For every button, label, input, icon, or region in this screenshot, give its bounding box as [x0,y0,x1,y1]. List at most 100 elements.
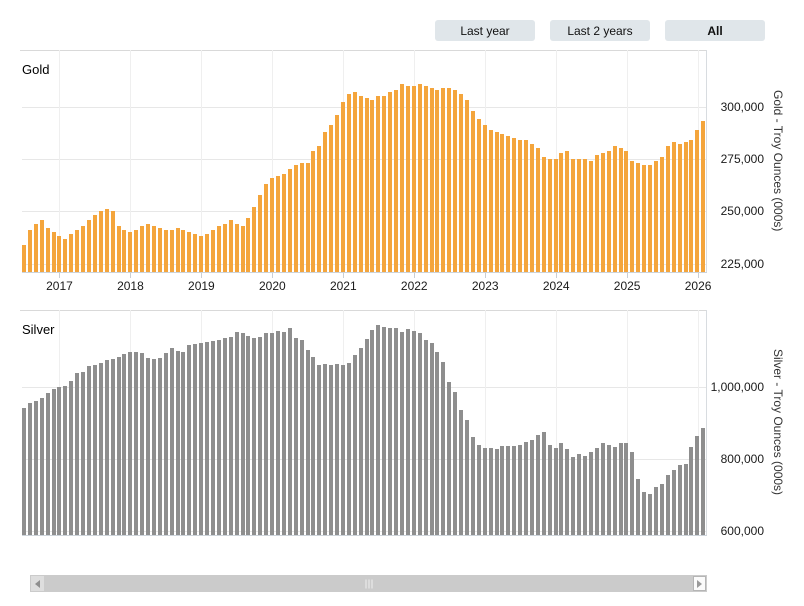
bar[interactable] [594,154,599,272]
bar[interactable] [193,344,198,535]
bar[interactable] [211,230,215,272]
bar[interactable] [618,148,623,272]
bar[interactable] [388,91,393,272]
bar[interactable] [287,169,292,272]
bar[interactable] [388,328,393,535]
bar[interactable] [92,215,97,272]
bar[interactable] [547,158,552,272]
bar[interactable] [553,158,558,272]
bar[interactable] [589,161,593,272]
bar[interactable] [140,225,145,272]
bar[interactable] [352,91,357,272]
bar[interactable] [128,352,133,535]
chart-plot-area[interactable] [22,310,707,535]
bar[interactable] [447,87,452,272]
bar[interactable] [459,93,464,272]
bar[interactable] [506,135,511,272]
bar[interactable] [264,184,269,272]
bar[interactable] [205,342,210,535]
bar[interactable] [228,219,233,272]
bar[interactable] [453,392,458,535]
bar[interactable] [677,144,682,272]
bar[interactable] [346,93,351,272]
bar[interactable] [618,443,623,535]
bar[interactable] [653,487,658,535]
bar[interactable] [358,348,363,535]
bar[interactable] [624,443,629,535]
bar[interactable] [589,452,593,535]
bar[interactable] [494,131,499,272]
bar[interactable] [594,447,599,535]
bar[interactable] [329,365,334,535]
bar[interactable] [98,362,103,535]
bar[interactable] [571,456,576,535]
bar[interactable] [435,352,440,535]
bar[interactable] [612,447,617,535]
bar[interactable] [323,364,328,535]
scroll-right-button[interactable] [693,576,706,591]
bar[interactable] [57,236,62,272]
bar[interactable] [169,348,174,535]
bar[interactable] [476,119,481,272]
bar[interactable] [512,137,517,272]
bar[interactable] [335,114,340,272]
bar[interactable] [677,465,682,535]
bar[interactable] [453,89,458,272]
bar[interactable] [411,85,416,272]
bar[interactable] [417,83,422,272]
horizontal-scrollbar[interactable] [30,575,707,592]
bar[interactable] [275,175,280,272]
bar[interactable] [683,142,688,272]
bar[interactable] [293,338,298,535]
bar[interactable] [157,357,162,535]
bar[interactable] [264,333,269,535]
bar[interactable] [470,110,475,272]
bar[interactable] [335,364,340,535]
bar[interactable] [606,445,611,535]
bar[interactable] [187,344,192,535]
bar[interactable] [512,446,517,535]
bar[interactable] [45,393,50,535]
bar[interactable] [146,357,151,535]
bar[interactable] [305,349,310,535]
bar[interactable] [630,452,635,535]
bar[interactable] [405,329,410,535]
bar[interactable] [27,230,32,272]
bar[interactable] [689,447,694,535]
bar[interactable] [701,121,706,272]
bar[interactable] [606,150,611,272]
bar[interactable] [665,474,670,535]
bar[interactable] [506,446,511,535]
bar[interactable] [305,163,310,272]
bar[interactable] [441,87,446,272]
bar[interactable] [205,234,210,272]
bar[interactable] [151,358,156,535]
bar[interactable] [488,129,493,272]
bar[interactable] [175,228,180,272]
bar[interactable] [258,337,263,535]
bar[interactable] [110,358,115,535]
bar[interactable] [441,362,446,535]
bar[interactable] [600,152,605,272]
bar[interactable] [583,158,588,272]
bar[interactable] [246,335,251,535]
bar[interactable] [612,146,617,272]
bar[interactable] [163,353,168,535]
bar[interactable] [577,454,582,535]
bar[interactable] [648,493,653,535]
bar[interactable] [63,385,68,535]
bar[interactable] [81,225,86,272]
bar[interactable] [86,219,91,272]
bar[interactable] [246,217,251,272]
bar[interactable] [482,447,487,535]
bar[interactable] [559,152,564,272]
bar[interactable] [541,432,546,535]
bar[interactable] [51,232,56,272]
bar[interactable] [500,133,505,272]
bar[interactable] [146,223,151,272]
bar[interactable] [317,146,322,272]
bar[interactable] [476,445,481,535]
bar[interactable] [541,156,546,272]
bar[interactable] [671,142,676,272]
bar[interactable] [577,158,582,272]
